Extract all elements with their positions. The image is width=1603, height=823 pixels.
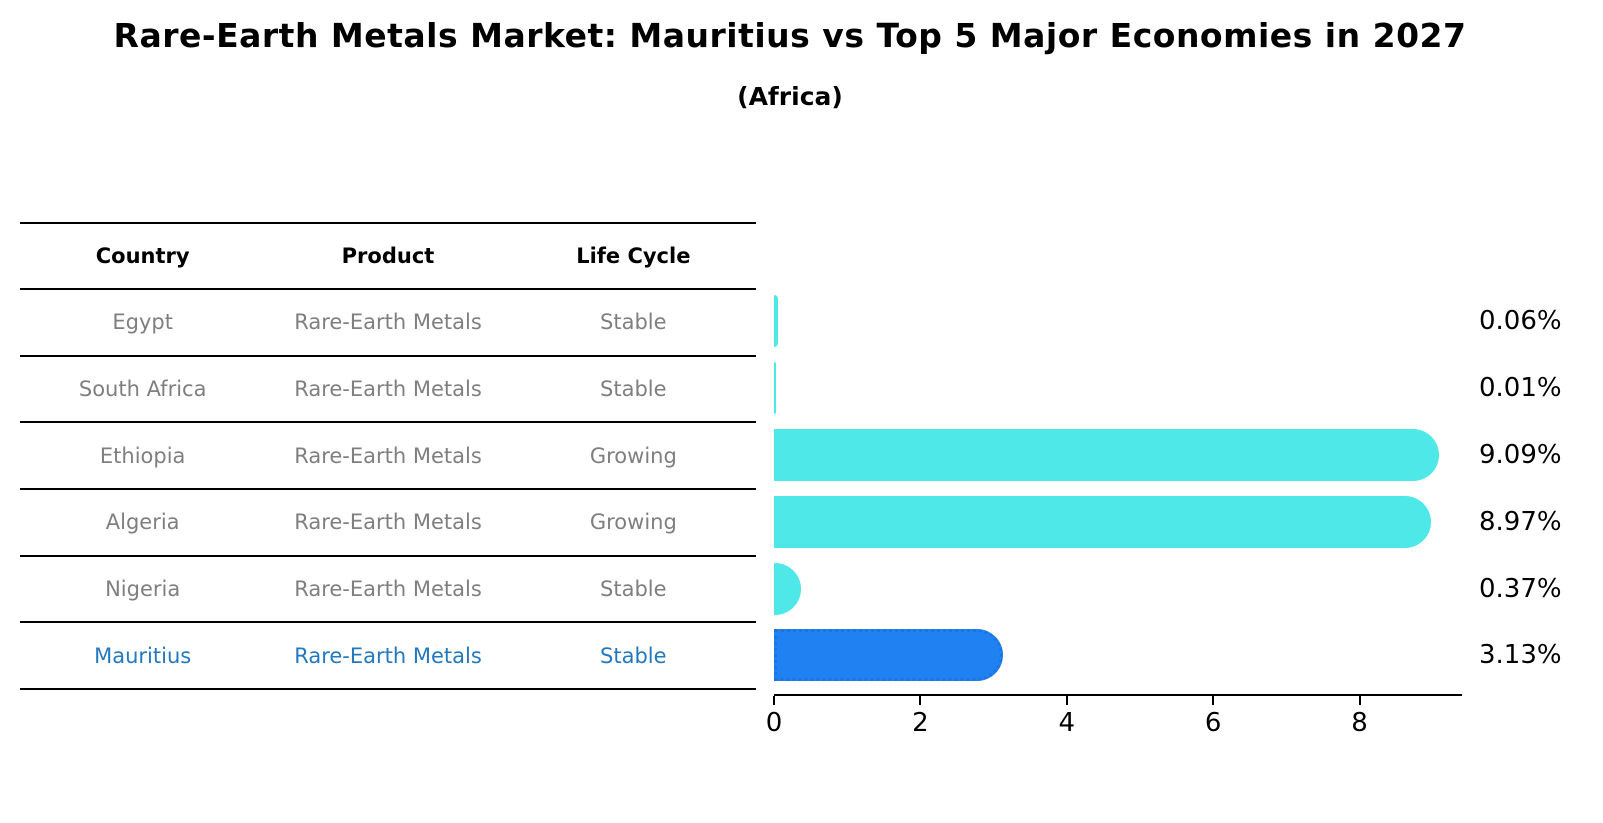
- value-label-ethiopia: 9.09%: [1479, 422, 1599, 489]
- table-row-nigeria: Nigeria Rare-Earth Metals Stable: [20, 557, 756, 624]
- country-cell: Nigeria: [105, 577, 181, 602]
- life-cycle-cell: Growing: [589, 510, 677, 535]
- life-cycle-cell: Stable: [600, 577, 667, 602]
- value-text: 3.13%: [1479, 640, 1562, 671]
- product-cell: Rare-Earth Metals: [294, 510, 482, 535]
- x-axis-tick-label: 6: [1204, 708, 1222, 738]
- life-cycle-cell: Stable: [600, 377, 667, 402]
- country-cell: Algeria: [105, 510, 180, 535]
- product-cell: Rare-Earth Metals: [294, 377, 482, 402]
- table-row-mauritius: Mauritius Rare-Earth Metals Stable: [20, 623, 756, 691]
- table-row-egypt: Egypt Rare-Earth Metals Stable: [20, 290, 756, 357]
- value-label-south-africa: 0.01%: [1479, 355, 1599, 422]
- bar-egypt: [774, 295, 779, 348]
- table-row-south-africa: South Africa Rare-Earth Metals Stable: [20, 357, 756, 424]
- value-text: 0.37%: [1479, 573, 1562, 604]
- bar-plot-area: [774, 288, 1462, 689]
- bar-row-algeria: [774, 488, 1462, 555]
- bar-south-africa: [774, 362, 776, 415]
- product-cell: Rare-Earth Metals: [294, 577, 482, 602]
- x-axis-tick-label: 8: [1351, 708, 1368, 738]
- value-text: 9.09%: [1479, 439, 1562, 470]
- bar-ethiopia: [774, 428, 1440, 481]
- bar-row-egypt: [774, 288, 1462, 355]
- life-cycle-cell: Stable: [600, 643, 667, 668]
- country-table: Country Product Life Cycle Egypt Rare-Ea…: [20, 222, 756, 691]
- value-text: 0.06%: [1479, 306, 1562, 337]
- value-text: 8.97%: [1479, 506, 1562, 537]
- chart-subtitle: (Africa): [737, 82, 843, 111]
- x-axis-tick: [1065, 696, 1068, 705]
- column-header-product: Product: [341, 244, 435, 268]
- x-axis-tick-label: 2: [912, 708, 929, 738]
- x-axis-tick: [919, 696, 922, 705]
- life-cycle-cell: Growing: [589, 443, 677, 468]
- value-label-algeria: 8.97%: [1479, 488, 1599, 555]
- x-axis-tick-label: 4: [1058, 708, 1076, 738]
- product-cell: Rare-Earth Metals: [294, 443, 482, 468]
- x-axis-tick-label: 0: [765, 708, 783, 738]
- value-label-column: 0.06% 0.01% 9.09% 8.97% 0.37% 3.13%: [1479, 288, 1599, 689]
- country-cell: Mauritius: [94, 643, 192, 668]
- bar-algeria: [774, 495, 1431, 548]
- x-axis-tick: [1358, 696, 1361, 705]
- column-header-life-cycle: Life Cycle: [576, 244, 691, 268]
- value-label-egypt: 0.06%: [1479, 288, 1599, 355]
- table-header-row: Country Product Life Cycle: [20, 224, 756, 290]
- table-row-ethiopia: Ethiopia Rare-Earth Metals Growing: [20, 423, 756, 491]
- country-cell: Ethiopia: [99, 443, 186, 468]
- chart-title: Rare-Earth Metals Market: Mauritius vs T…: [113, 16, 1467, 55]
- x-axis-tick: [773, 696, 775, 705]
- product-cell: Rare-Earth Metals: [294, 310, 482, 335]
- life-cycle-cell: Stable: [600, 310, 667, 335]
- value-text: 0.01%: [1479, 373, 1562, 404]
- x-axis-tick: [1212, 696, 1215, 705]
- column-header-country: Country: [95, 244, 190, 268]
- table-row-algeria: Algeria Rare-Earth Metals Growing: [20, 490, 756, 557]
- bar-row-ethiopia: [774, 422, 1462, 489]
- bar-nigeria: [774, 562, 802, 615]
- value-label-mauritius: 3.13%: [1479, 622, 1599, 689]
- x-axis: 0 2 4 6 8: [766, 694, 1462, 738]
- country-cell: Egypt: [112, 310, 173, 335]
- country-cell: South Africa: [78, 377, 207, 402]
- value-label-nigeria: 0.37%: [1479, 555, 1599, 622]
- bar-row-nigeria: [774, 555, 1462, 622]
- product-cell: Rare-Earth Metals: [294, 643, 482, 668]
- bar-mauritius: [774, 629, 1004, 682]
- bar-row-south-africa: [774, 355, 1462, 422]
- bar-row-mauritius: [774, 622, 1462, 689]
